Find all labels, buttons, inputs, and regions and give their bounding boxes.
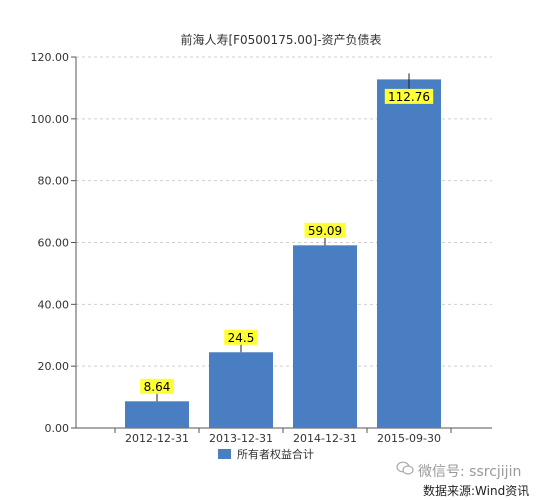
y-tick-label: 60.00: [38, 237, 70, 250]
chart-title: 前海人寿[F0500175.00]-资产负债表: [180, 32, 381, 47]
y-tick-label: 0.00: [45, 422, 70, 435]
data-label: 8.64: [144, 380, 171, 394]
y-tick-label: 20.00: [38, 360, 70, 373]
x-tick-label: 2015-09-30: [377, 432, 441, 445]
data-labels: 8.64 24.5 59.09 112.76: [140, 73, 434, 402]
data-source: 数据来源:Wind资讯: [423, 484, 530, 498]
bar: [293, 245, 357, 428]
legend-label: 所有者权益合计: [237, 447, 314, 461]
bar: [377, 79, 441, 428]
y-tick-label: 80.00: [38, 175, 70, 188]
x-tick-label: 2013-12-31: [209, 432, 273, 445]
watermark-text: 微信号: ssrcjijin: [418, 464, 522, 480]
data-label: 24.5: [228, 331, 255, 345]
bar: [209, 352, 273, 428]
legend: 所有者权益合计: [218, 447, 314, 461]
data-label-bg: [224, 329, 258, 345]
data-label: 112.76: [388, 90, 430, 104]
data-label-bg: [140, 378, 174, 394]
x-tick-label: 2014-12-31: [293, 432, 357, 445]
y-tick-label: 120.00: [31, 51, 70, 64]
bars: [125, 79, 441, 428]
data-label: 59.09: [308, 224, 342, 238]
data-label-bg: [304, 222, 346, 238]
legend-swatch: [218, 449, 231, 459]
y-axis-ticks: 0.00 20.00 40.00 60.00 80.00 100.00 120.00: [31, 51, 70, 435]
wechat-icon: [396, 461, 414, 475]
data-label-bg: [384, 88, 434, 104]
x-tick-label: 2012-12-31: [125, 432, 189, 445]
y-tick-label: 40.00: [38, 298, 70, 311]
y-tick-label: 100.00: [31, 113, 70, 126]
bar: [125, 401, 189, 428]
x-axis-labels: 2012-12-31 2013-12-31 2014-12-31 2015-09-30: [125, 432, 441, 445]
